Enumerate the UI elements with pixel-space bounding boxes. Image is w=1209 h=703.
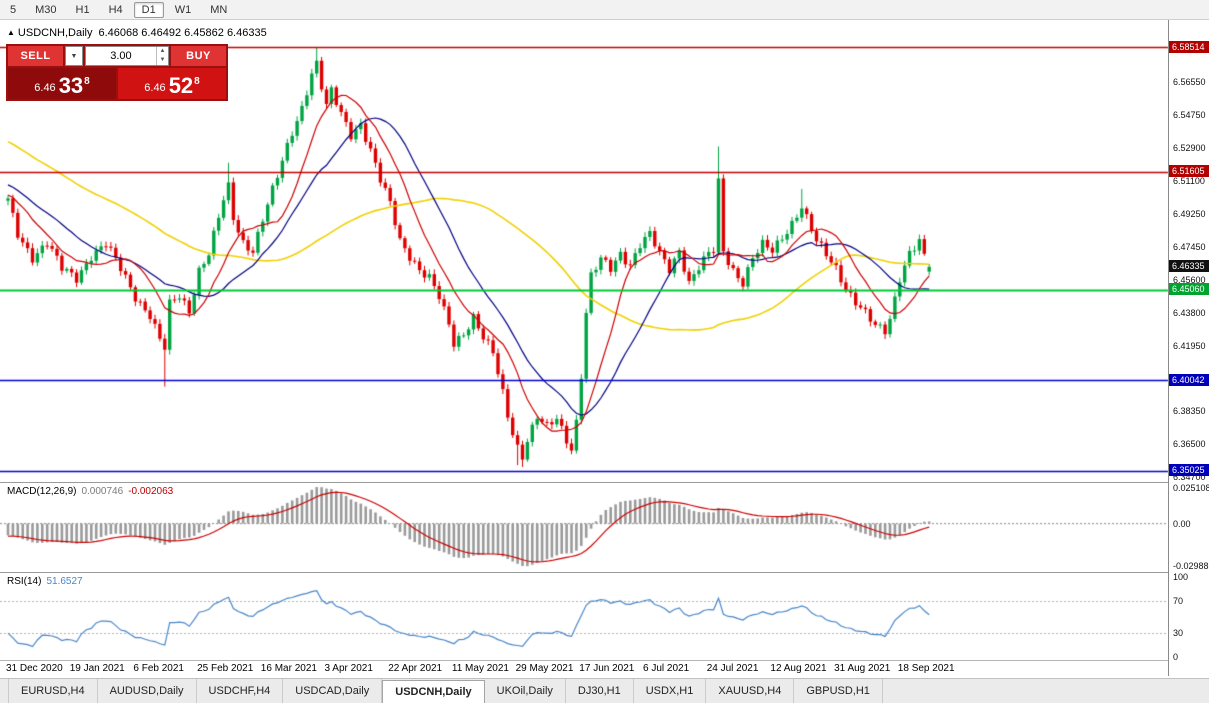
symbol-tab-ukoil-daily[interactable]: UKOil,Daily (485, 679, 566, 703)
timeframe-toolbar: 5 M30 H1 H4 D1 W1 MN (0, 0, 1209, 20)
macd-axis-label: 0.025108 (1173, 483, 1209, 493)
rsi-axis-label: 70 (1173, 596, 1184, 606)
buy-price-display[interactable]: 6.46 52 8 (118, 68, 226, 99)
rsi-value: 51.6527 (46, 576, 83, 587)
price-axis-label: 6.51100 (1173, 175, 1205, 186)
date-axis[interactable]: 31 Dec 2020 19 Jan 2021 6 Feb 2021 25 Feb 2… (0, 660, 1168, 677)
symbol-tab-eurusd-h4[interactable]: EURUSD,H4 (8, 679, 98, 703)
date-label: 19 Jan 2021 (69, 663, 125, 674)
symbol-tabs-bar: EURUSD,H4 AUDUSD,Daily USDCHF,H4 USDCAD,Dai… (0, 678, 1209, 703)
volume-increase-icon[interactable]: ▲ (159, 48, 166, 54)
date-label: 16 Mar 2021 (260, 663, 317, 674)
date-label: 25 Feb 2021 (197, 663, 254, 674)
symbol-tab-usdchf-h4[interactable]: USDCHF,H4 (197, 679, 284, 703)
collapse-chart-icon[interactable]: ▲ (7, 28, 15, 37)
price-axis-label: 6.47450 (1173, 241, 1206, 252)
symbol-tab-gbpusd-h1[interactable]: GBPUSD,H1 (794, 679, 883, 703)
rsi-name: RSI(14) (7, 576, 42, 587)
date-label: 29 May 2021 (515, 663, 574, 674)
price-axis-label: 6.34700 (1173, 471, 1206, 482)
timeframe-button-h4[interactable]: H4 (108, 3, 123, 16)
rsi-axis-label: 30 (1173, 628, 1184, 638)
macd-name: MACD(12,26,9) (7, 486, 77, 497)
buy-price-base: 6.46 (144, 82, 166, 94)
price-axis-label: 6.52900 (1173, 143, 1206, 154)
date-label: 18 Sep 2021 (897, 663, 955, 674)
chart-ohlc-values: 6.46068 6.46492 6.45862 6.46335 (98, 27, 267, 39)
price-axis-label: 6.43800 (1173, 307, 1206, 318)
volume-stepper: ▲ ▼ (155, 47, 168, 65)
rsi-indicator-label: RSI(14) 51.6527 (7, 576, 83, 587)
price-line-badge: 6.58514 (1169, 40, 1209, 53)
date-axis-separator (0, 660, 1209, 661)
sell-price-pips: 33 (58, 73, 84, 98)
chart-symbol-period: USDCNH,Daily (17, 27, 93, 39)
date-label: 6 Jul 2021 (643, 663, 690, 674)
price-axis-label: 6.36500 (1173, 439, 1206, 450)
date-label: 31 Aug 2021 (834, 663, 891, 674)
price-line-badge: 6.40042 (1169, 373, 1209, 386)
volume-input[interactable] (86, 47, 156, 65)
symbol-tab-dj30-h1[interactable]: DJ30,H1 (566, 679, 634, 703)
rsi-axis-label: 0 (1173, 652, 1179, 662)
date-label: 6 Feb 2021 (133, 663, 184, 674)
timeframe-button-d1[interactable]: D1 (133, 1, 164, 18)
date-label: 22 Apr 2021 (388, 663, 443, 674)
price-axis[interactable]: 6.56550 6.54750 6.52900 6.51100 6.49250 6.474… (1168, 20, 1209, 676)
chart-title: ▲ USDCNH,Daily 6.46068 6.46492 6.45862 6.4… (7, 27, 267, 39)
timeframe-button-mn[interactable]: MN (210, 3, 228, 16)
date-label: 17 Jun 2021 (579, 663, 635, 674)
timeframe-button-5[interactable]: 5 (10, 3, 17, 16)
price-axis-label: 6.41950 (1173, 340, 1206, 351)
sell-price-base: 6.46 (34, 82, 56, 94)
macd-axis-label: -0.02988 (1173, 561, 1209, 571)
macd-panel-splitter[interactable] (0, 482, 1209, 483)
symbol-tab-usdcnh-daily[interactable]: USDCNH,Daily (382, 680, 485, 703)
date-label: 31 Dec 2020 (6, 663, 63, 674)
sell-button[interactable]: SELL (8, 46, 63, 66)
price-axis-label: 6.38350 (1173, 405, 1206, 416)
rsi-axis-label: 100 (1173, 572, 1189, 582)
macd-axis-label: 0.00 (1173, 518, 1191, 529)
buy-button[interactable]: BUY (171, 46, 226, 66)
date-label: 12 Aug 2021 (770, 663, 827, 674)
buy-price-fraction: 8 (194, 76, 200, 87)
sell-price-display[interactable]: 6.46 33 8 (8, 68, 116, 99)
symbol-tab-xauusd-h4[interactable]: XAUUSD,H4 (706, 679, 795, 703)
price-axis-label: 6.56550 (1173, 77, 1206, 88)
macd-main-value: 0.000746 (81, 486, 124, 497)
price-axis-label: 6.45600 (1173, 275, 1206, 286)
buy-price-pips: 52 (168, 73, 194, 98)
symbol-tab-usdcad-daily[interactable]: USDCAD,Daily (283, 679, 383, 703)
one-click-trading-panel: SELL ▼ ▲ ▼ BUY 6.46 33 8 6.46 52 8 (6, 44, 228, 101)
price-line-badge: 6.46335 (1169, 260, 1209, 273)
chevron-down-icon: ▼ (70, 52, 78, 60)
price-axis-label: 6.49250 (1173, 209, 1206, 220)
price-line-badge: 6.51605 (1169, 165, 1209, 178)
sell-price-fraction: 8 (84, 76, 90, 87)
date-label: 24 Jul 2021 (706, 663, 759, 674)
rsi-panel-splitter[interactable] (0, 572, 1209, 573)
timeframe-button-h1[interactable]: H1 (75, 3, 90, 16)
timeframe-button-w1[interactable]: W1 (174, 3, 192, 16)
symbol-tab-audusd-daily[interactable]: AUDUSD,Daily (98, 679, 197, 703)
date-label: 3 Apr 2021 (324, 663, 373, 674)
timeframe-button-m30[interactable]: M30 (35, 3, 57, 16)
macd-indicator-label: MACD(12,26,9) 0.000746 -0.002063 (7, 486, 173, 497)
symbol-tab-usdx-h1[interactable]: USDX,H1 (634, 679, 707, 703)
volume-dropdown[interactable]: ▼ (65, 46, 83, 66)
price-axis-label: 6.54750 (1173, 109, 1206, 120)
date-label: 11 May 2021 (451, 663, 509, 674)
macd-signal-value: -0.002063 (128, 486, 174, 497)
price-line-badge: 6.45060 (1169, 283, 1209, 296)
price-line-badge: 6.35025 (1169, 464, 1209, 477)
volume-decrease-icon[interactable]: ▼ (159, 57, 166, 63)
